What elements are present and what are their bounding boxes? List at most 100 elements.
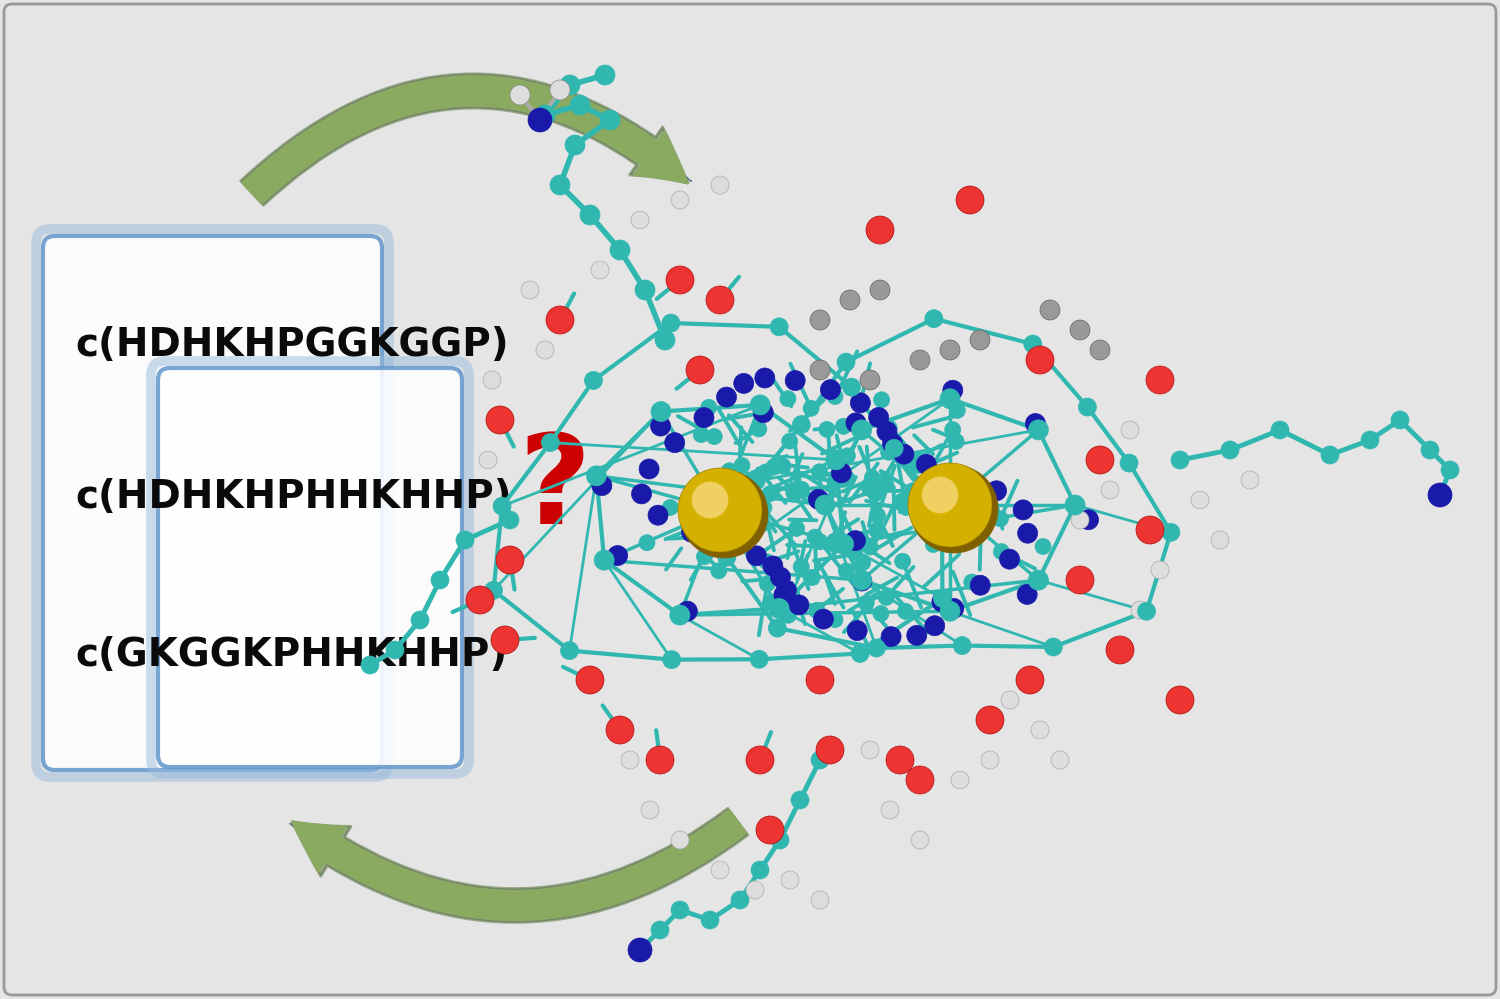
Circle shape (1078, 509, 1098, 529)
Circle shape (756, 816, 784, 844)
Circle shape (847, 620, 867, 640)
Circle shape (678, 601, 698, 621)
Circle shape (386, 641, 404, 659)
Circle shape (878, 422, 897, 442)
Circle shape (1066, 566, 1094, 594)
Circle shape (850, 393, 870, 413)
Circle shape (812, 891, 830, 909)
Circle shape (430, 571, 448, 589)
Circle shape (840, 290, 860, 310)
Circle shape (1090, 340, 1110, 360)
Circle shape (839, 563, 854, 579)
Circle shape (945, 422, 960, 438)
Circle shape (711, 861, 729, 879)
Circle shape (686, 356, 714, 384)
Circle shape (789, 594, 808, 614)
Circle shape (873, 392, 889, 408)
Circle shape (852, 570, 871, 590)
Circle shape (940, 389, 960, 409)
Circle shape (806, 666, 834, 694)
Circle shape (1029, 570, 1048, 590)
Circle shape (909, 452, 926, 468)
Circle shape (494, 498, 512, 515)
Circle shape (466, 586, 494, 614)
Circle shape (836, 419, 852, 435)
Circle shape (906, 766, 934, 794)
Circle shape (693, 427, 709, 443)
Circle shape (782, 434, 798, 450)
Circle shape (880, 626, 902, 646)
Circle shape (730, 891, 748, 909)
Circle shape (846, 413, 865, 433)
Circle shape (570, 95, 590, 115)
Circle shape (1360, 431, 1378, 449)
Circle shape (758, 465, 774, 481)
Circle shape (1030, 721, 1048, 739)
Circle shape (865, 216, 894, 244)
Circle shape (1322, 446, 1340, 464)
Circle shape (542, 434, 560, 452)
Circle shape (717, 387, 736, 407)
Circle shape (566, 135, 585, 155)
Circle shape (670, 831, 688, 849)
Circle shape (1070, 320, 1090, 340)
Circle shape (632, 211, 650, 229)
Circle shape (1101, 481, 1119, 499)
Circle shape (670, 605, 690, 625)
Circle shape (722, 463, 738, 479)
Circle shape (927, 465, 944, 481)
Circle shape (933, 589, 951, 607)
Circle shape (924, 615, 945, 635)
Circle shape (648, 505, 668, 525)
Circle shape (1166, 686, 1194, 714)
Circle shape (940, 601, 960, 621)
Circle shape (484, 581, 502, 599)
Circle shape (993, 543, 1010, 559)
Circle shape (993, 510, 1008, 526)
Circle shape (810, 360, 830, 380)
Circle shape (752, 421, 766, 437)
Circle shape (694, 408, 714, 428)
Circle shape (706, 286, 734, 314)
Circle shape (1016, 666, 1044, 694)
Circle shape (663, 650, 681, 668)
Circle shape (1065, 495, 1084, 515)
Circle shape (940, 340, 960, 360)
Circle shape (834, 534, 854, 554)
Circle shape (1026, 414, 1045, 434)
Circle shape (981, 751, 999, 769)
Circle shape (770, 318, 788, 336)
Circle shape (639, 459, 658, 479)
Circle shape (802, 401, 819, 417)
Circle shape (894, 494, 910, 509)
Circle shape (964, 574, 980, 590)
Circle shape (486, 406, 514, 434)
Circle shape (718, 548, 736, 566)
Circle shape (610, 240, 630, 260)
Circle shape (594, 550, 613, 570)
Circle shape (910, 350, 930, 370)
Circle shape (768, 619, 786, 637)
Circle shape (1210, 531, 1228, 549)
Circle shape (666, 266, 694, 294)
Circle shape (678, 468, 762, 552)
Circle shape (970, 330, 990, 350)
Circle shape (734, 374, 753, 394)
Circle shape (908, 625, 927, 645)
Circle shape (858, 595, 874, 611)
Circle shape (1013, 500, 1034, 519)
Circle shape (1052, 751, 1070, 769)
Circle shape (782, 871, 800, 889)
Circle shape (580, 205, 600, 225)
Circle shape (1137, 602, 1155, 620)
Circle shape (456, 531, 474, 549)
Circle shape (948, 434, 964, 450)
Circle shape (700, 400, 717, 416)
Circle shape (882, 420, 897, 436)
Circle shape (750, 395, 770, 415)
Circle shape (827, 450, 846, 470)
Circle shape (852, 420, 871, 440)
Circle shape (816, 736, 844, 764)
Circle shape (681, 522, 702, 542)
Circle shape (1162, 523, 1180, 541)
